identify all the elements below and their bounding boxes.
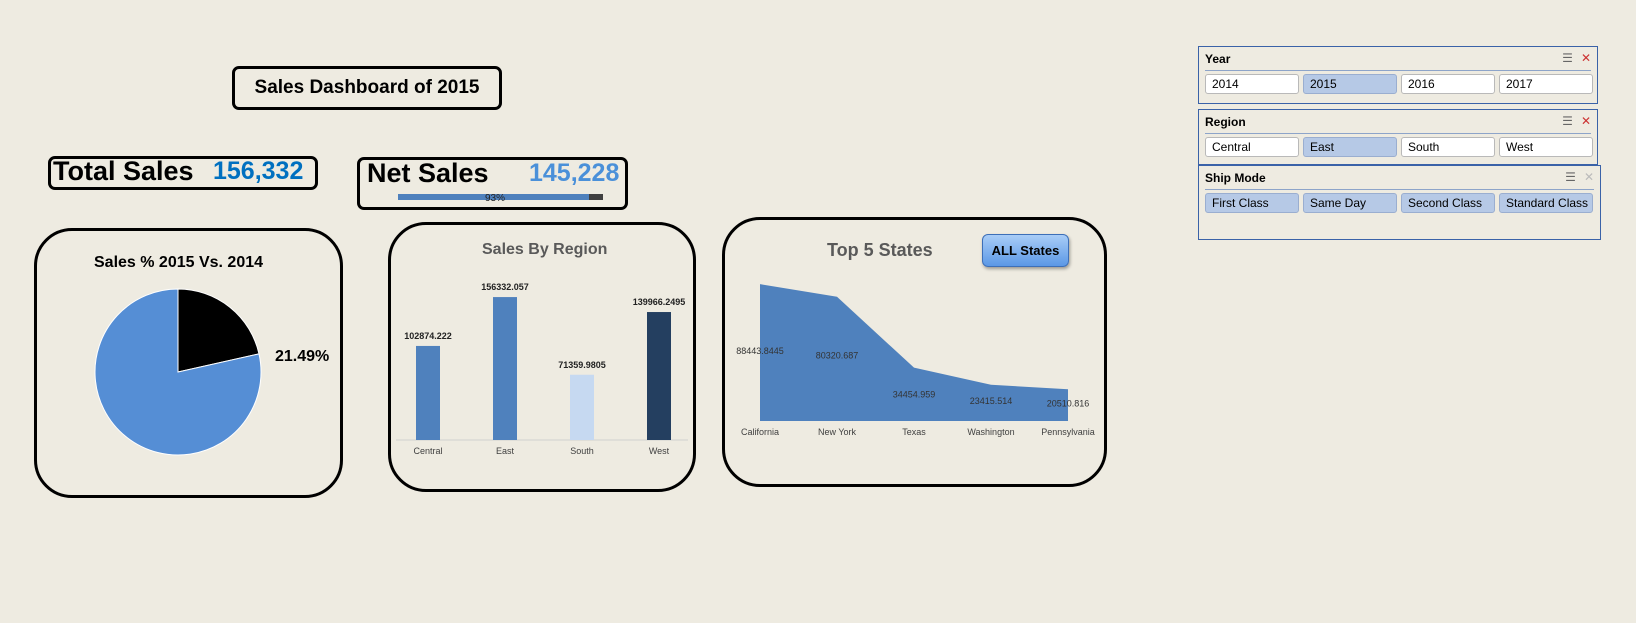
pie-slice-1 <box>94 288 262 456</box>
clear-filter-icon[interactable]: ✕ <box>1580 51 1591 65</box>
pie-chart <box>94 288 262 456</box>
total-sales-value: 156,332 <box>213 157 304 185</box>
pie-chart-panel: Sales % 2015 Vs. 2014 21.49% <box>34 228 343 498</box>
pie-slice-0 <box>177 288 260 373</box>
slicer-ship-standard-class[interactable]: Standard Class <box>1499 193 1593 213</box>
bar-chart: 102874.222 Central 156332.057 East 71359.980… <box>396 282 688 456</box>
bar-chart-panel: Sales By Region 102874.222 Central 156332.… <box>388 222 696 492</box>
slicer-region-title: Region <box>1205 115 1246 129</box>
net-sales-value: 145,228 <box>529 159 620 187</box>
bar-value-label: 156332.057 <box>481 282 529 292</box>
net-sales-progress-label: 93% <box>485 193 506 204</box>
area-value-label: 23415.514 <box>970 396 1013 406</box>
area-chart: 88443.8445 California 80320.687 New York 344… <box>736 284 1095 437</box>
area-category-label: California <box>741 427 779 437</box>
slicer-divider <box>1205 189 1594 190</box>
net-sales-card: Net Sales 145,228 93% <box>357 157 628 210</box>
pie-chart-title: Sales % 2015 Vs. 2014 <box>94 254 264 271</box>
slicer-ship-first-class[interactable]: First Class <box>1205 193 1299 213</box>
slicer-region: Region ☰ ✕ Central East South West <box>1198 109 1598 165</box>
area-category-label: New York <box>818 427 857 437</box>
net-sales-progress-track <box>398 194 603 200</box>
net-sales-label: Net Sales <box>367 158 489 188</box>
total-sales-card: Total Sales 156,332 <box>48 156 318 190</box>
slicer-region-west[interactable]: West <box>1499 137 1593 157</box>
area-value-label: 34454.959 <box>893 390 936 400</box>
area-category-label: Texas <box>902 427 926 437</box>
clear-filter-icon[interactable]: ✕ <box>1580 114 1591 128</box>
area-category-label: Washington <box>967 427 1014 437</box>
bar-category-label: South <box>570 446 594 456</box>
slicer-region-east[interactable]: East <box>1303 137 1397 157</box>
slicer-divider <box>1205 70 1591 71</box>
slicer-ship-same-day[interactable]: Same Day <box>1303 193 1397 213</box>
pie-percent-label: 21.49% <box>275 348 330 365</box>
slicer-year-2015[interactable]: 2015 <box>1303 74 1397 94</box>
bar-central <box>416 345 440 440</box>
area-chart-title: Top 5 States <box>827 240 933 260</box>
total-sales-label: Total Sales <box>53 156 194 186</box>
slicer-year-2014[interactable]: 2014 <box>1205 74 1299 94</box>
bar-chart-title: Sales By Region <box>482 241 608 258</box>
multi-select-icon[interactable]: ☰ <box>1562 114 1573 128</box>
area-series <box>760 284 1068 421</box>
slicer-year-2017[interactable]: 2017 <box>1499 74 1593 94</box>
area-value-label: 20510.816 <box>1047 398 1090 408</box>
all-states-button[interactable]: ALL States <box>982 234 1069 267</box>
bar-category-label: East <box>496 446 515 456</box>
bar-category-label: West <box>649 446 670 456</box>
area-value-label: 80320.687 <box>816 351 859 361</box>
net-sales-progress-fill <box>398 194 589 200</box>
slicer-year-2016[interactable]: 2016 <box>1401 74 1495 94</box>
slicer-year-title: Year <box>1205 52 1231 66</box>
bar-category-label: Central <box>413 446 442 456</box>
multi-select-icon[interactable]: ☰ <box>1562 51 1573 65</box>
bar-west <box>647 312 671 440</box>
dashboard-title: Sales Dashboard of 2015 <box>232 66 502 110</box>
area-value-label: 88443.8445 <box>736 346 784 356</box>
slicer-ship-mode-title: Ship Mode <box>1205 171 1266 185</box>
bar-value-label: 71359.9805 <box>558 360 606 370</box>
slicer-year: Year ☰ ✕ 2014 2015 2016 2017 <box>1198 46 1598 104</box>
bar-value-label: 102874.222 <box>404 331 452 341</box>
slicer-region-south[interactable]: South <box>1401 137 1495 157</box>
slicer-ship-second-class[interactable]: Second Class <box>1401 193 1495 213</box>
area-category-label: Pennsylvania <box>1041 427 1095 437</box>
slicer-divider <box>1205 133 1591 134</box>
slicer-region-central[interactable]: Central <box>1205 137 1299 157</box>
slicer-ship-mode: Ship Mode ☰ ✕ First Class Same Day Second… <box>1198 165 1601 240</box>
clear-filter-icon[interactable]: ✕ <box>1583 170 1594 184</box>
bar-south <box>570 374 594 440</box>
bar-east <box>493 297 517 440</box>
bar-value-label: 139966.2495 <box>633 297 686 307</box>
multi-select-icon[interactable]: ☰ <box>1565 170 1576 184</box>
